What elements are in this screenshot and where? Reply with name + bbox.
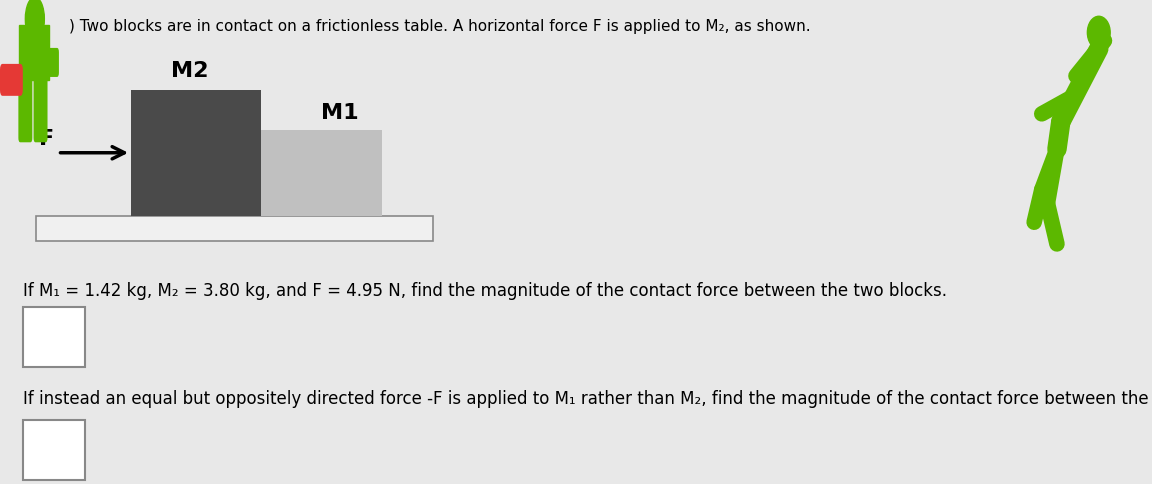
Bar xyxy=(18,25,50,80)
Text: ) Two blocks are in contact on a frictionless table. A horizontal force F is app: ) Two blocks are in contact on a frictio… xyxy=(69,19,811,34)
Bar xyxy=(260,130,381,216)
FancyBboxPatch shape xyxy=(0,64,23,96)
Circle shape xyxy=(25,0,44,41)
Circle shape xyxy=(1087,16,1111,49)
Text: If instead an equal but oppositely directed force -F is applied to M₁ rather tha: If instead an equal but oppositely direc… xyxy=(23,390,1152,408)
Bar xyxy=(23,420,85,480)
Text: If M₁ = 1.42 kg, M₂ = 3.80 kg, and F = 4.95 N, find the magnitude of the contact: If M₁ = 1.42 kg, M₂ = 3.80 kg, and F = 4… xyxy=(23,282,947,300)
Text: M2: M2 xyxy=(170,61,209,81)
Text: F: F xyxy=(39,129,54,149)
FancyBboxPatch shape xyxy=(18,76,32,142)
Text: M1: M1 xyxy=(321,103,358,122)
FancyBboxPatch shape xyxy=(44,48,59,77)
Bar xyxy=(131,90,260,216)
FancyBboxPatch shape xyxy=(33,76,47,142)
Bar xyxy=(23,307,85,367)
Bar xyxy=(36,216,433,241)
